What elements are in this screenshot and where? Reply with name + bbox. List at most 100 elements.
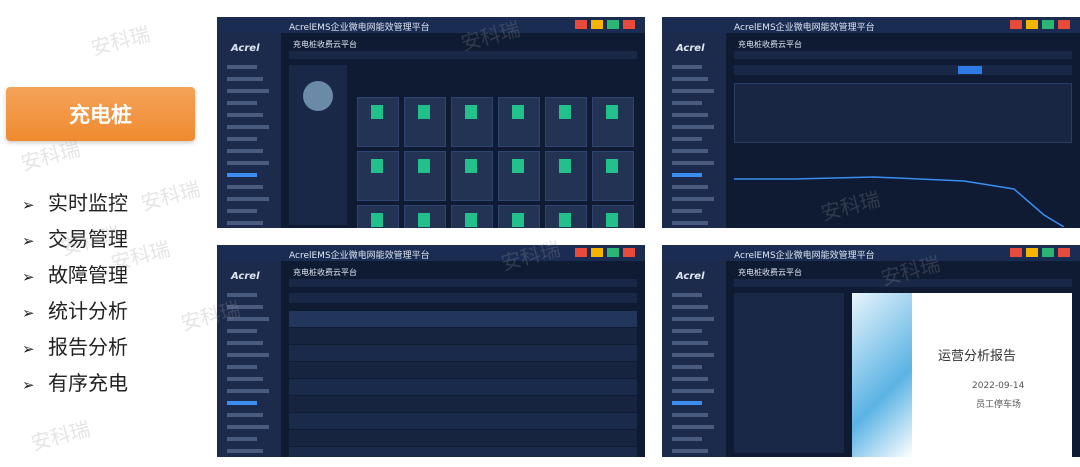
bullet: ➢ (22, 304, 35, 322)
feature-text: 故障管理 (48, 263, 128, 287)
charger-icon (559, 159, 571, 173)
watermark: 安科瑞 (28, 416, 93, 456)
folder-tree (734, 293, 844, 453)
status-badge (607, 20, 619, 29)
status-badge (575, 20, 587, 29)
status-badge (591, 20, 603, 29)
table-row (289, 311, 637, 327)
feature-text: 交易管理 (48, 227, 128, 251)
charger-icon (606, 105, 618, 119)
page-title: 充电桩收费云平台 (738, 268, 802, 277)
menu-item (227, 377, 263, 381)
app-title: AcrelEMS企业微电网能效管理平台 (734, 23, 875, 33)
menu-item (672, 89, 714, 93)
menu-item (227, 293, 257, 297)
feature-text: 有序充电 (48, 371, 128, 395)
menu-item (672, 149, 708, 153)
status-badge (591, 248, 603, 257)
menu-item (227, 137, 257, 141)
menu-item (227, 197, 269, 201)
tab-bar (289, 51, 637, 59)
menu-item (227, 449, 263, 453)
status-badge (623, 20, 635, 29)
menu-item (672, 449, 708, 453)
page-title: 充电桩收费云平台 (293, 268, 357, 277)
table-row (289, 379, 637, 395)
table-row (289, 447, 637, 457)
menu-item (227, 185, 263, 189)
menu-item (227, 425, 269, 429)
menu-item (672, 401, 702, 405)
search-button (958, 66, 982, 74)
logo: Acrel (231, 43, 260, 54)
menu-item (227, 125, 269, 129)
charger-icon (559, 105, 571, 119)
menu-item (672, 101, 702, 105)
watermark: 安科瑞 (138, 176, 203, 216)
screenshot: AcrelEMS企业微电网能效管理平台 Acrel 充电桩收费云平台 (217, 17, 645, 228)
top-bar (662, 245, 1080, 261)
feature-item: ➢ 有序充电 (22, 367, 128, 396)
top-bar (217, 17, 645, 33)
category-button: 充电桩 (6, 87, 195, 141)
menu-item (672, 353, 714, 357)
menu-item (672, 317, 714, 321)
bullet: ➢ (22, 268, 35, 286)
bullet: ➢ (22, 376, 35, 394)
feature-item: ➢ 故障管理 (22, 259, 128, 288)
menu-item (672, 341, 708, 345)
menu-item (672, 365, 702, 369)
menu-item (672, 137, 702, 141)
screenshot: AcrelEMS企业微电网能效管理平台 Acrel 充电桩收费云平台 (662, 17, 1080, 228)
menu-item (227, 341, 263, 345)
charger-icon (465, 105, 477, 119)
feature-text: 报告分析 (48, 335, 128, 359)
charger-icon (418, 213, 430, 227)
menu-item (672, 329, 702, 333)
page-title: 充电桩收费云平台 (738, 40, 802, 49)
charger-icon (559, 213, 571, 227)
menu-item (672, 437, 702, 441)
feature-text: 实时监控 (48, 191, 128, 215)
menu-item (227, 413, 263, 417)
feature-item: ➢ 实时监控 (22, 187, 128, 216)
filter-bar (289, 293, 637, 303)
menu-item (672, 425, 714, 429)
menu-item (227, 353, 269, 357)
menu-item (227, 149, 263, 153)
charger-icon (606, 159, 618, 173)
app-title: AcrelEMS企业微电网能效管理平台 (289, 23, 430, 33)
menu-item (672, 305, 708, 309)
charger-icon (512, 105, 524, 119)
charger-icon (512, 159, 524, 173)
menu-item (227, 89, 269, 93)
top-bar (217, 245, 645, 261)
menu-item (227, 101, 257, 105)
watermark: 安科瑞 (88, 21, 153, 61)
status-badge (1058, 248, 1070, 257)
menu-item (672, 413, 708, 417)
charger-icon (371, 105, 383, 119)
app-title: AcrelEMS企业微电网能效管理平台 (289, 251, 430, 261)
status-badge (1042, 20, 1054, 29)
status-badge (1026, 20, 1038, 29)
bullet: ➢ (22, 196, 35, 214)
status-badge (623, 248, 635, 257)
bullet: ➢ (22, 232, 35, 250)
top-bar (662, 17, 1080, 33)
menu-item (227, 161, 269, 165)
screenshot: AcrelEMS企业微电网能效管理平台 Acrel 充电桩收费云平台 (217, 245, 645, 457)
menu-item (672, 293, 702, 297)
table-row (289, 328, 637, 344)
menu-item (227, 173, 257, 177)
menu-item (672, 161, 714, 165)
charger-icon (371, 213, 383, 227)
menu-item (672, 125, 714, 129)
menu-item (672, 209, 702, 213)
menu-item (672, 197, 714, 201)
menu-item (227, 305, 263, 309)
menu-item (227, 389, 269, 393)
trend-chart (734, 176, 1065, 227)
filter-bar (734, 65, 1072, 75)
